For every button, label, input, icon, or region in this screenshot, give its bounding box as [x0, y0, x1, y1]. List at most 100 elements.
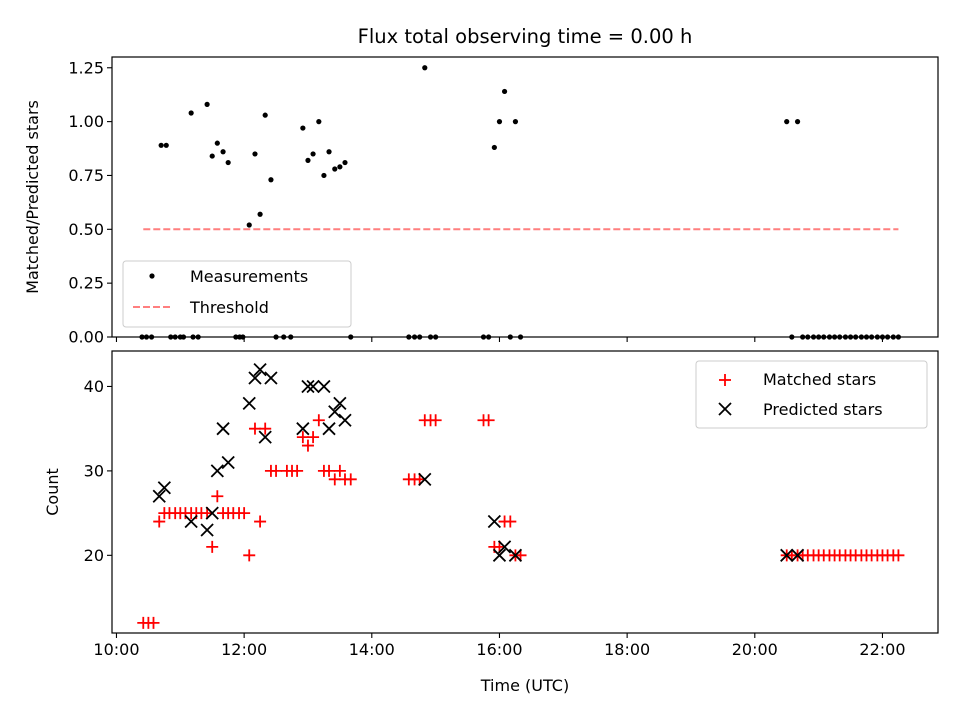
predicted-stars-point	[338, 413, 352, 427]
matched-stars-point	[254, 515, 267, 528]
measurements-point	[316, 119, 322, 125]
x-tick-label: 14:00	[349, 640, 395, 659]
matched-stars-point	[482, 414, 495, 427]
legend-label-predicted: Predicted stars	[763, 400, 883, 419]
predicted-stars-point	[301, 379, 315, 394]
matched-stars-point	[333, 464, 346, 477]
predicted-stars-point	[200, 523, 214, 537]
predicted-stars-point	[205, 506, 219, 520]
predicted-stars-point	[487, 514, 501, 529]
predicted-stars-point	[253, 362, 267, 377]
measurements-point	[268, 177, 274, 183]
predicted-stars-point	[492, 548, 507, 562]
ratio-y-tick-label: 0.75	[68, 166, 104, 185]
ratio-y-tick-label: 1.25	[68, 58, 104, 77]
predicted-stars-point	[248, 371, 262, 385]
measurements-point	[321, 172, 327, 179]
measurements-point	[300, 125, 306, 131]
matched-stars-point	[147, 616, 160, 629]
ratio-y-axis-label: Matched/Predicted stars	[23, 100, 42, 294]
measurements-point	[214, 140, 220, 146]
legend-label-matched: Matched stars	[763, 370, 876, 389]
predicted-stars-point	[242, 396, 256, 410]
count-legend-box	[695, 360, 928, 429]
matched-stars-point	[248, 422, 261, 435]
measurements-point	[337, 164, 343, 170]
count-y-tick-label: 40	[84, 377, 104, 396]
x-tick-label: 12:00	[221, 640, 267, 659]
ratio-y-tick-label: 0.50	[68, 220, 104, 239]
x-tick-label: 22:00	[859, 640, 905, 659]
predicted-stars-point	[418, 472, 432, 486]
matched-stars-point	[323, 464, 336, 477]
measurements-point	[209, 153, 215, 159]
measurements-point	[326, 149, 332, 155]
measurements-point	[225, 159, 231, 166]
predicted-stars-point	[210, 464, 224, 478]
measurements-point	[422, 65, 428, 71]
x-tick-label: 10:00	[93, 640, 139, 659]
x-axis-label: Time (UTC)	[480, 676, 569, 695]
measurements-point	[310, 151, 316, 157]
measurements-point	[188, 110, 194, 116]
matched-stars-point	[312, 414, 325, 427]
measurements-point	[794, 119, 801, 125]
matched-stars-point	[291, 464, 304, 477]
predicted-stars-point	[184, 514, 198, 529]
measurements-point	[501, 88, 508, 95]
predicted-stars-point	[152, 489, 166, 503]
predicted-stars-point	[306, 379, 320, 394]
predicted-stars-point	[780, 548, 794, 562]
count-y-tick-label: 20	[84, 546, 104, 565]
measurements-point	[496, 119, 503, 125]
count-legend: Matched stars Predicted stars	[695, 360, 928, 429]
matched-stars-point	[296, 431, 309, 444]
count-panel-frame	[111, 350, 939, 634]
measurements-point	[491, 144, 497, 151]
legend-label-measurements: Measurements	[190, 267, 308, 286]
ratio-y-tick-label: 1.00	[68, 112, 104, 131]
measurements-point	[158, 142, 164, 148]
predicted-stars-point	[264, 371, 278, 385]
predicted-stars-point	[216, 422, 230, 436]
legend-marker-matched	[719, 374, 731, 386]
matched-stars-point	[429, 414, 442, 427]
count-y-axis-label: Count	[43, 468, 62, 516]
measurements-point	[305, 157, 311, 163]
predicted-stars-point	[157, 481, 171, 495]
ratio-y-tick-label: 0.00	[68, 328, 104, 347]
matched-stars-point	[270, 464, 283, 477]
matched-stars-point	[328, 473, 341, 486]
measurements-point	[342, 159, 348, 166]
predicted-stars-point	[258, 430, 272, 444]
legend-marker-predicted	[718, 402, 732, 416]
measurements-point	[252, 151, 258, 157]
matched-stars-point	[238, 507, 251, 520]
matched-stars-point	[892, 549, 905, 562]
legend-label-threshold: Threshold	[189, 298, 269, 317]
predicted-stars-point	[317, 379, 331, 394]
measurements-point	[332, 166, 338, 172]
matched-stars-point	[307, 431, 320, 444]
matched-stars-point	[206, 540, 219, 553]
ratio-y-tick-label: 0.25	[68, 274, 104, 293]
ratio-panel-frame	[111, 56, 939, 338]
predicted-stars-point	[322, 422, 336, 436]
matched-stars-point	[153, 515, 166, 528]
ratio-legend: Measurements Threshold	[122, 260, 352, 328]
count-y-tick-label: 30	[84, 461, 104, 480]
predicted-stars-point	[221, 455, 235, 470]
matched-stars-point	[259, 422, 272, 435]
predicted-stars-point	[328, 405, 342, 419]
measurements-point	[257, 211, 263, 217]
predicted-stars-point	[296, 422, 310, 436]
predicted-stars-point	[333, 396, 347, 410]
predicted-stars-point	[497, 540, 512, 554]
matched-stars-point	[504, 515, 517, 528]
matched-stars-point	[344, 473, 357, 486]
measurements-point	[246, 222, 252, 228]
measurements-point	[784, 119, 790, 125]
measurements-point	[512, 119, 519, 125]
matched-stars-point	[243, 549, 256, 562]
predicted-stars-point	[790, 548, 805, 562]
